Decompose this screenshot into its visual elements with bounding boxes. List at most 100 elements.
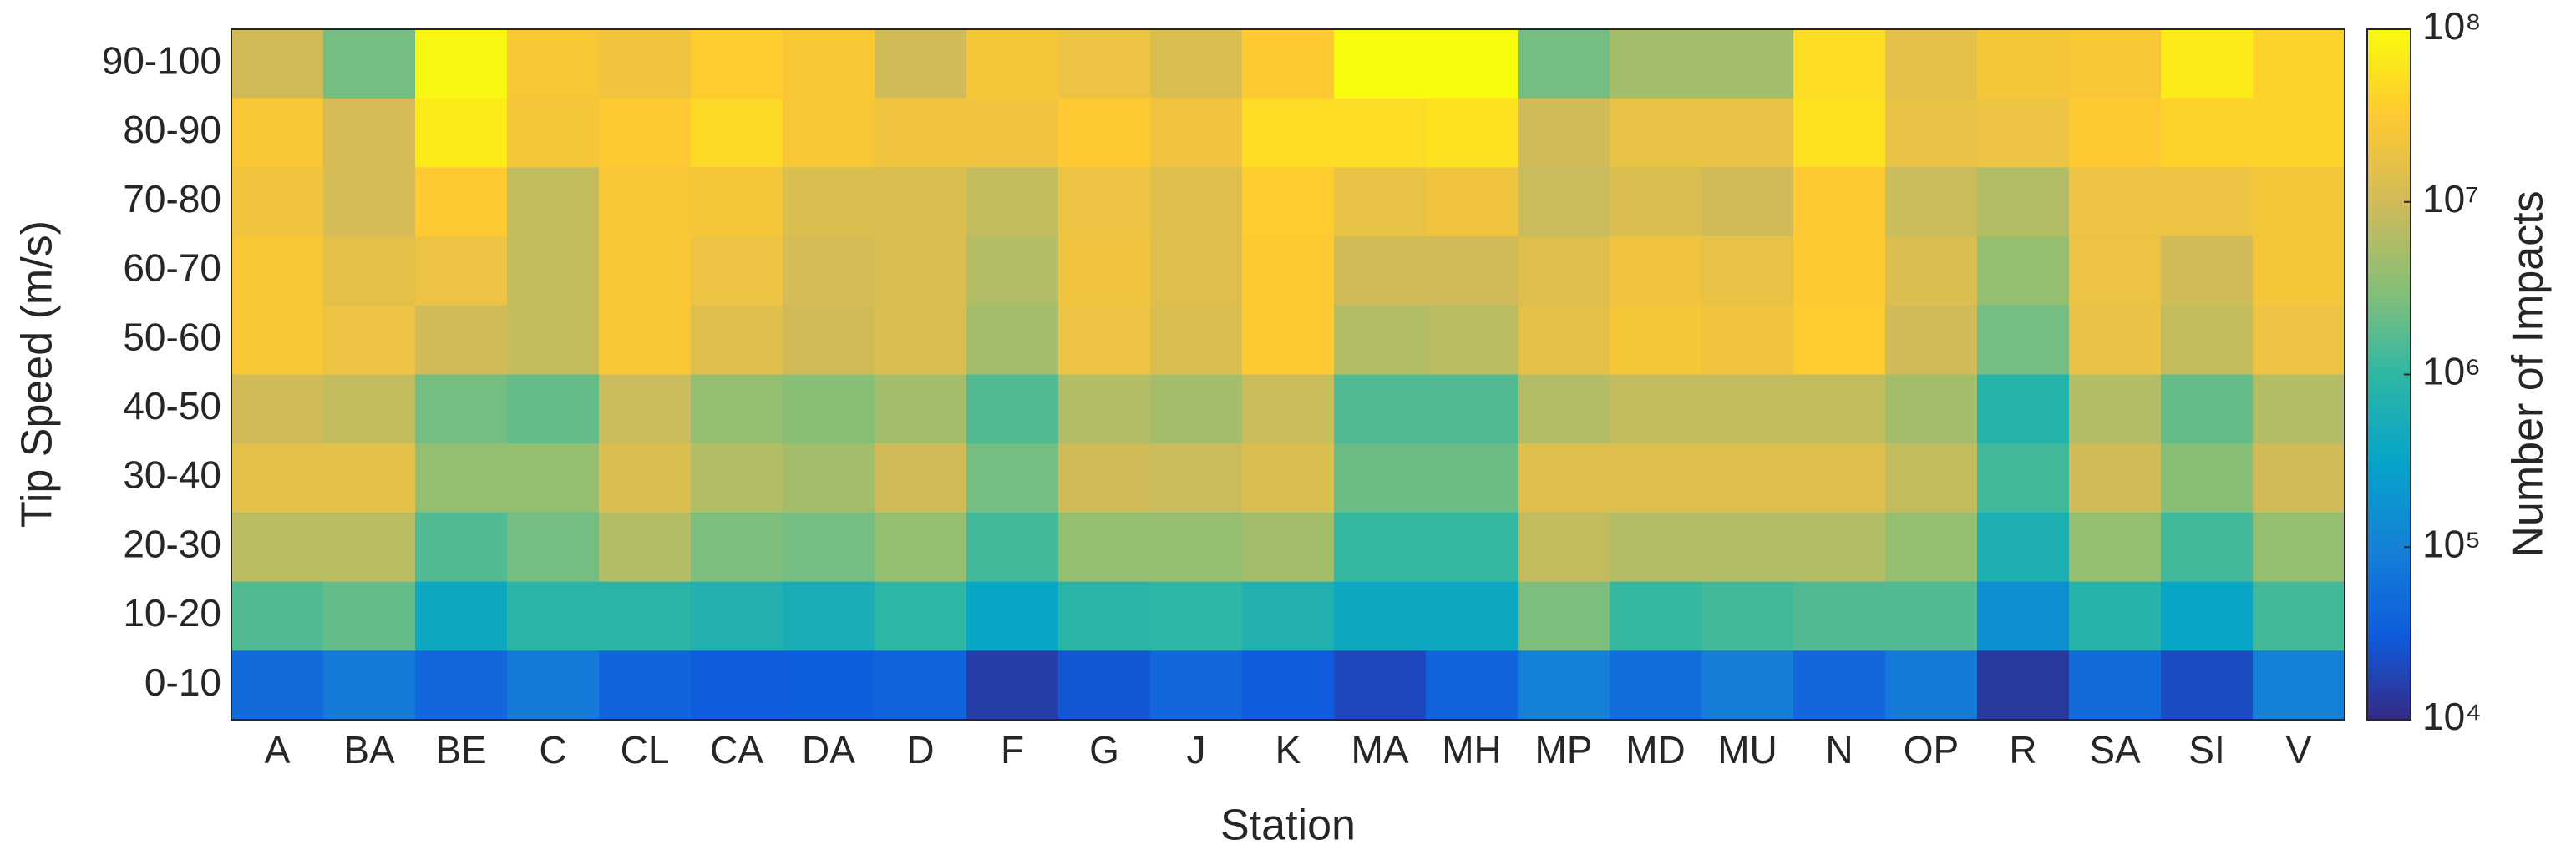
heat-cell: [1058, 581, 1151, 651]
heat-cell: [875, 29, 967, 99]
heat-cell: [1793, 374, 1886, 444]
colorbar-slice: [2367, 544, 2411, 548]
colorbar-slice: [2367, 453, 2411, 458]
heat-cell: [783, 29, 875, 99]
heat-cell: [1977, 167, 2070, 237]
colorbar-slice: [2367, 63, 2411, 68]
colorbar-slice: [2367, 381, 2411, 386]
heat-cell: [783, 650, 875, 721]
x-tick-label: MH: [1442, 728, 1502, 771]
colorbar-slice: [2367, 547, 2411, 551]
colorbar-slice: [2367, 612, 2411, 617]
heat-cell: [966, 581, 1059, 651]
colorbar-slice: [2367, 201, 2411, 206]
colorbar-slice: [2367, 377, 2411, 382]
heat-cell: [2161, 581, 2254, 651]
colorbar-slice: [2367, 388, 2411, 392]
colorbar-slice: [2367, 274, 2411, 279]
heat-cell: [1977, 443, 2070, 513]
colorbar-slice: [2367, 170, 2411, 175]
colorbar-slice: [2367, 502, 2411, 507]
heat-cell: [966, 236, 1059, 306]
colorbar-slice: [2367, 205, 2411, 210]
heat-cell: [691, 443, 783, 513]
colorbar-slice: [2367, 405, 2411, 410]
colorbar-slice: [2367, 160, 2411, 164]
colorbar-slice: [2367, 88, 2411, 93]
heat-cell: [875, 443, 967, 513]
heat-cell: [1058, 374, 1151, 444]
colorbar-slice: [2367, 398, 2411, 403]
colorbar-slice: [2367, 574, 2411, 579]
heat-cell: [1334, 305, 1427, 376]
colorbar-slice: [2367, 332, 2411, 337]
colorbar-slice: [2367, 104, 2411, 109]
colorbar-slice: [2367, 329, 2411, 334]
heat-cell: [1058, 512, 1151, 583]
heat-cell: [1610, 512, 1702, 583]
colorbar-slice: [2367, 91, 2411, 96]
heat-cell: [1977, 374, 2070, 444]
heat-cell: [599, 305, 692, 376]
colorbar-slice: [2367, 347, 2411, 352]
colorbar-slice: [2367, 250, 2411, 255]
colorbar-slice: [2367, 367, 2411, 372]
heat-cell: [1426, 650, 1519, 721]
colorbar-slice: [2367, 305, 2411, 310]
heat-cell: [1885, 443, 1978, 513]
heat-cell: [783, 305, 875, 376]
colorbar-tick-label: 10⁴: [2422, 695, 2482, 738]
colorbar-slice: [2367, 236, 2411, 240]
colorbar-slice: [2367, 277, 2411, 282]
colorbar-tick-label: 10⁸: [2422, 4, 2482, 48]
colorbar-slice: [2367, 98, 2411, 103]
heat-cell: [1058, 167, 1151, 237]
heat-cell: [1701, 236, 1794, 306]
colorbar-slice: [2367, 605, 2411, 610]
colorbar-slice: [2367, 350, 2411, 355]
colorbar-slice: [2367, 550, 2411, 555]
colorbar-slice: [2367, 195, 2411, 200]
heat-cell: [415, 374, 508, 444]
heat-cell: [783, 581, 875, 651]
colorbar-slice: [2367, 312, 2411, 316]
y-tick-label: 50-60: [123, 315, 221, 358]
colorbar-slice: [2367, 129, 2411, 134]
colorbar-slice: [2367, 408, 2411, 413]
colorbar-slice: [2367, 696, 2411, 700]
heat-cell: [2069, 650, 2162, 721]
heat-cell: [783, 374, 875, 444]
colorbar-slice: [2367, 219, 2411, 224]
heat-cell: [1150, 236, 1243, 306]
heat-cell: [599, 443, 692, 513]
colorbar-slice: [2367, 316, 2411, 320]
colorbar-slice: [2367, 460, 2411, 465]
colorbar-slice: [2367, 164, 2411, 168]
colorbar-slice: [2367, 353, 2411, 358]
y-tick-label: 0-10: [145, 660, 221, 704]
heat-cell: [1058, 443, 1151, 513]
colorbar-slice: [2367, 246, 2411, 251]
colorbar-slice: [2367, 523, 2411, 528]
heat-cell: [1977, 98, 2070, 168]
heat-cell: [2161, 167, 2254, 237]
colorbar-tick-label: 10⁷: [2422, 177, 2479, 220]
heat-cell: [1610, 443, 1702, 513]
colorbar-slice: [2367, 426, 2411, 431]
colorbar-slice: [2367, 261, 2411, 265]
colorbar-slice: [2367, 149, 2411, 154]
colorbar-slice: [2367, 253, 2411, 258]
x-tick-label: OP: [1904, 728, 1959, 771]
colorbar-slice: [2367, 125, 2411, 130]
heat-cell: [1977, 512, 2070, 583]
heat-cell: [323, 581, 416, 651]
heat-cell: [2161, 29, 2254, 99]
colorbar-slice: [2367, 536, 2411, 541]
colorbar-slice: [2367, 488, 2411, 493]
heat-cell: [1610, 581, 1702, 651]
heat-cell: [1334, 98, 1427, 168]
heat-cell: [507, 236, 600, 306]
heat-cell: [1150, 650, 1243, 721]
heat-cell: [1793, 98, 1886, 168]
